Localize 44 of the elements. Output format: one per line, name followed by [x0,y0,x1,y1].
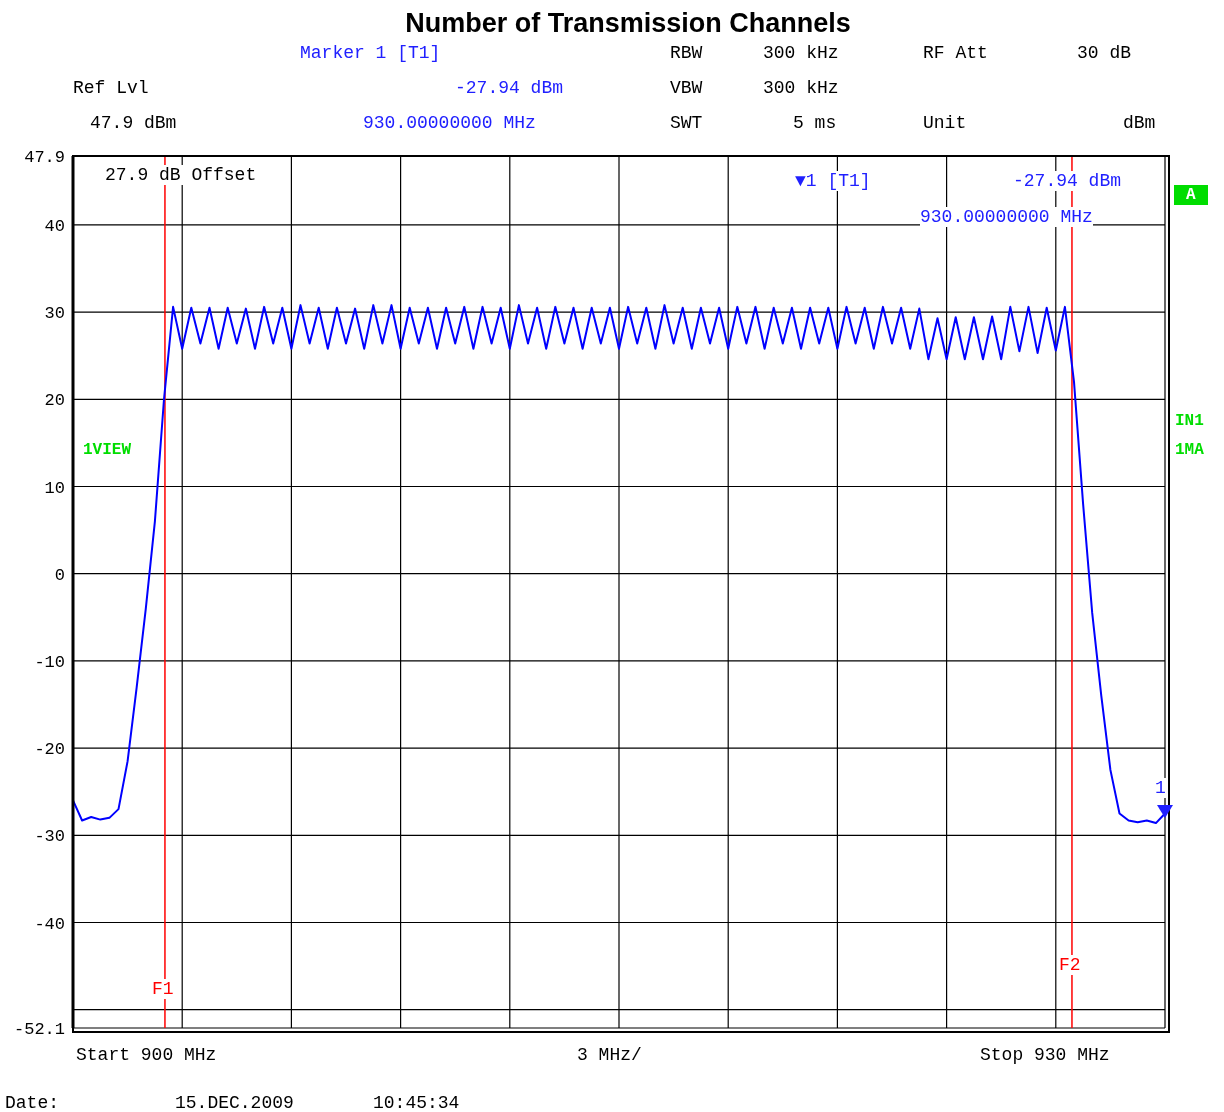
text: dBm [1123,113,1156,133]
y-tick-label: 0 [54,565,65,585]
annotation: 27.9 dB Offset [105,165,257,185]
text: 300 kHz [763,43,839,63]
text: SWT [670,113,703,133]
text: VBW [670,78,703,98]
annotation: 930.00000000 MHz [920,207,1093,227]
y-tick-label: 30 [44,304,65,324]
annotation: 1VIEW [83,441,132,459]
annotation: 1 [1155,778,1166,798]
annotation: ▼1 [T1] [795,171,871,191]
text: Start 900 MHz [76,1045,217,1065]
text: Marker 1 [T1] [300,43,441,63]
text: 30 dB [1077,43,1132,63]
y-tick-label: -20 [34,740,65,760]
y-tick-label: 20 [44,391,65,411]
y-tick-label: -40 [34,914,65,934]
text: 5 ms [793,113,837,133]
text: Date: [5,1093,60,1112]
text: Unit [923,113,967,133]
text: 47.9 dBm [90,113,177,133]
text: A [1174,185,1208,205]
text: Ref Lvl [73,78,149,98]
y-tick-label: -10 [34,652,65,672]
y-tick-label: -30 [34,827,65,847]
text: 3 MHz/ [577,1045,642,1065]
text: Stop 930 MHz [980,1045,1110,1065]
text: 10:45:34 [373,1093,460,1112]
text: RBW [670,43,703,63]
text: -27.94 dBm [455,78,564,98]
annotation: F2 [1059,955,1081,975]
text: RF Att [923,43,988,63]
y-tick-label: -52.1 [13,1020,65,1040]
text: 300 kHz [763,78,839,98]
text: IN1 [1175,412,1204,430]
text: 15.DEC.2009 [175,1093,294,1112]
y-tick-label: 10 [44,478,65,498]
text: 930.00000000 MHz [363,113,536,133]
y-tick-label: 47.9 [24,148,65,168]
y-tick-label: 40 [44,216,65,236]
annotation: F1 [152,979,174,999]
chart-title: Number of Transmission Channels [405,8,851,38]
text: 1MA [1175,441,1204,459]
annotation: -27.94 dBm [1013,171,1122,191]
